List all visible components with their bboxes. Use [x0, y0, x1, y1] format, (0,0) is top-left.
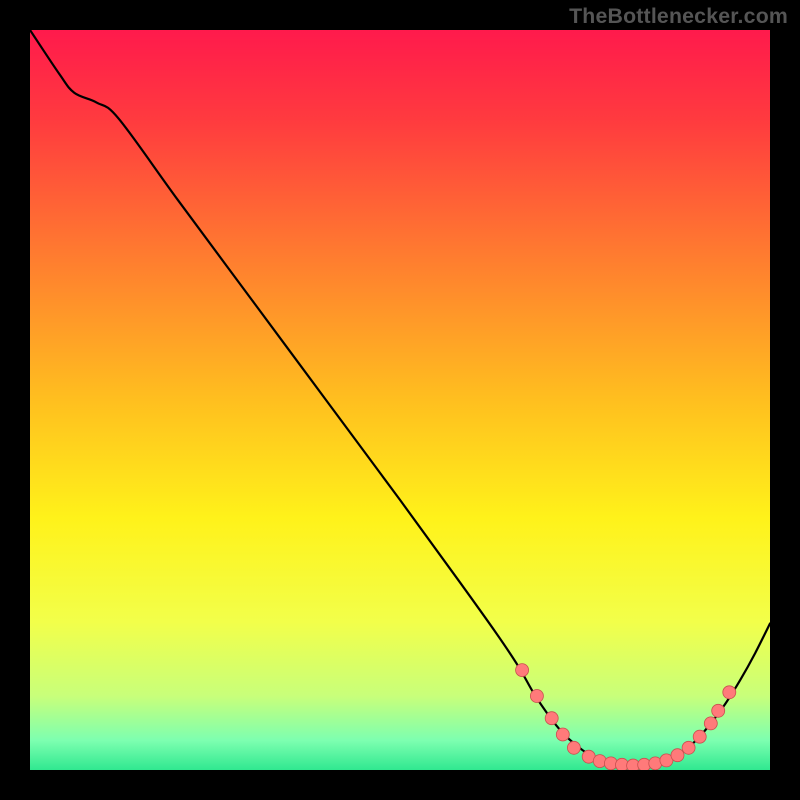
curve-marker: [704, 717, 717, 730]
curve-marker: [693, 730, 706, 743]
curve-marker: [530, 690, 543, 703]
curve-marker: [556, 728, 569, 741]
bottleneck-curve-chart: [0, 0, 800, 800]
curve-marker: [567, 741, 580, 754]
curve-marker: [516, 664, 529, 677]
curve-marker: [712, 704, 725, 717]
curve-marker: [545, 712, 558, 725]
chart-stage: TheBottlenecker.com: [0, 0, 800, 800]
curve-marker: [593, 755, 606, 768]
curve-marker: [723, 686, 736, 699]
curve-marker: [682, 741, 695, 754]
gradient-background: [30, 30, 770, 770]
curve-marker: [671, 749, 684, 762]
